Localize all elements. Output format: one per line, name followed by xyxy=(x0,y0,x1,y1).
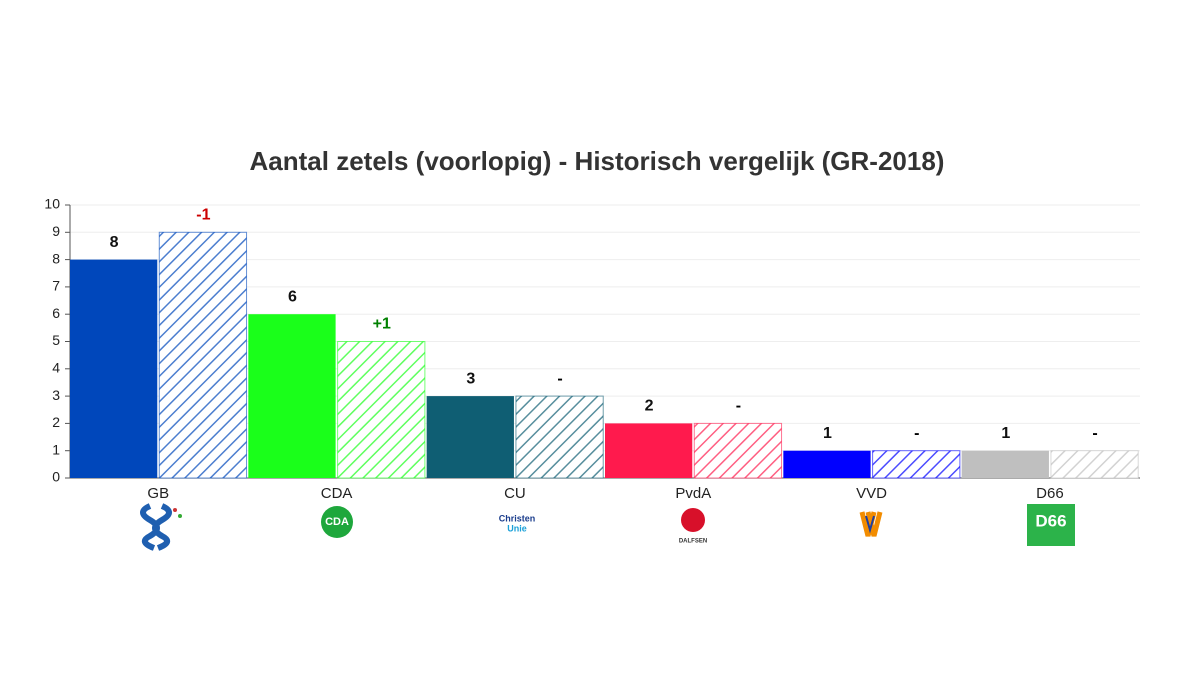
bar xyxy=(337,341,426,479)
bar xyxy=(1050,450,1139,479)
logo-text: D66 xyxy=(1035,511,1066,530)
bar xyxy=(961,450,1049,478)
y-tick-label: 7 xyxy=(52,278,60,294)
value-label: 1 xyxy=(1001,425,1010,442)
y-tick-label: 6 xyxy=(52,305,60,321)
x-tick-label: PvdA xyxy=(675,485,711,502)
value-label: 6 xyxy=(288,288,297,305)
bar xyxy=(872,450,961,479)
bar xyxy=(693,422,783,479)
change-label: -1 xyxy=(196,207,210,224)
y-tick-label: 4 xyxy=(52,360,60,376)
y-tick-label: 1 xyxy=(52,441,60,457)
y-tick-label: 2 xyxy=(52,414,60,430)
logo-vvd-inner xyxy=(865,515,875,534)
bar xyxy=(158,231,248,479)
x-tick-label: D66 xyxy=(1036,485,1064,502)
value-label: 1 xyxy=(823,425,832,442)
bar xyxy=(515,395,604,479)
y-tick-label: 0 xyxy=(52,469,60,485)
y-tick-label: 10 xyxy=(44,196,60,212)
logo-gb xyxy=(140,503,172,551)
logo-dot xyxy=(178,514,182,518)
change-label: - xyxy=(557,370,562,387)
y-tick-label: 8 xyxy=(52,250,60,266)
x-tick-label: GB xyxy=(147,485,169,502)
value-label: 3 xyxy=(466,370,475,387)
chart-title: Aantal zetels (voorlopig) - Historisch v… xyxy=(250,146,945,176)
x-tick-label: CDA xyxy=(321,485,353,502)
logo-pvda xyxy=(681,508,705,532)
x-tick-label: VVD xyxy=(856,485,887,502)
change-label: - xyxy=(736,398,741,415)
change-label: - xyxy=(914,425,919,442)
bar xyxy=(248,314,336,478)
logo-text: CDA xyxy=(325,516,349,528)
y-tick-label: 5 xyxy=(52,332,60,348)
logos: CDA Christen Unie DALFSEN D66 xyxy=(140,503,1075,551)
y-tick-label: 9 xyxy=(52,223,60,239)
value-label: 2 xyxy=(645,398,654,415)
bar xyxy=(426,396,514,478)
logo-d66 xyxy=(1027,504,1075,546)
change-label: - xyxy=(1092,425,1097,442)
change-label: +1 xyxy=(373,316,391,333)
logo-dot xyxy=(173,508,177,512)
logo-text: Unie xyxy=(507,523,527,533)
x-tick-label: CU xyxy=(504,485,526,502)
value-label: 8 xyxy=(110,234,119,251)
bar xyxy=(783,450,871,478)
logo-text: Christen xyxy=(499,513,536,523)
y-tick-label: 3 xyxy=(52,387,60,403)
logo-cda xyxy=(321,506,353,538)
bar xyxy=(605,423,693,478)
logo-text: DALFSEN xyxy=(679,539,707,545)
bar xyxy=(70,259,158,478)
